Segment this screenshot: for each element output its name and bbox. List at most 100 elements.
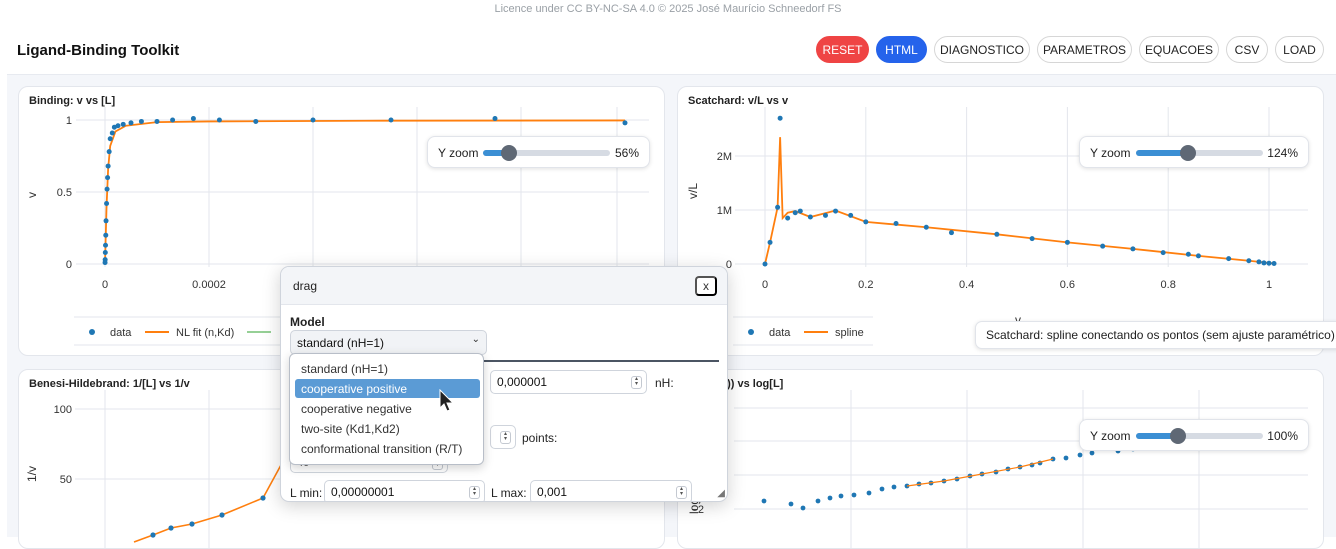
resize-handle-icon[interactable]: ◢: [717, 488, 725, 499]
hill-fit-line: [906, 458, 1054, 487]
scatchard-chart[interactable]: v/L 2M 1M 0 0 0.2 0.4 0.6 0.8 1 v data spline: [678, 87, 1324, 356]
hill-y-zoom-fill: [1136, 433, 1178, 439]
binding-y-zoom: Y zoom 56%: [427, 136, 650, 168]
scatchard-y-zoom-fill: [1136, 150, 1188, 156]
hill-chart[interactable]: log 4 2 0 −2: [678, 370, 1324, 549]
scatchard-data-point: [1064, 239, 1070, 245]
spinner-icon[interactable]: ▴▾: [469, 486, 480, 499]
binding-data-point: [102, 249, 108, 255]
lmin-field[interactable]: 0,00000001 ▴ ▾: [324, 480, 485, 501]
scatchard-data-point: [797, 208, 803, 214]
binding-data-point: [216, 117, 222, 123]
scatchard-data-point: [792, 210, 798, 216]
csv-button[interactable]: CSV: [1226, 36, 1268, 63]
dialog-titlebar[interactable]: drag x: [281, 267, 727, 305]
hill-ytick-neg2: −2: [691, 504, 704, 516]
hill-data-point: [827, 495, 833, 501]
licence-text: Licence under CC BY-NC-SA 4.0 © 2025 Jos…: [494, 3, 842, 15]
model-select[interactable]: standard (nH=1) ⌄: [290, 330, 487, 355]
lmax-field[interactable]: 0,001 ▴ ▾: [530, 480, 692, 501]
scatchard-data-point: [1256, 259, 1262, 265]
hill-data-point: [879, 486, 885, 492]
spinner-icon[interactable]: ▴▾: [500, 431, 511, 444]
benesi-fit-line: [133, 464, 282, 543]
binding-legend-data[interactable]: data: [110, 327, 132, 339]
binding-ytick-0-5: 0.5: [57, 187, 72, 199]
html-button[interactable]: HTML: [876, 36, 927, 63]
benesi-point: [189, 521, 195, 527]
diagnostico-button[interactable]: DIAGNOSTICO: [934, 36, 1030, 63]
binding-data-point: [120, 121, 126, 127]
scatchard-data-point: [1130, 246, 1136, 252]
binding-chart-title: Binding: v vs [L]: [29, 95, 116, 107]
scatchard-data-point: [893, 221, 899, 226]
hill-chart-card: (v/(n - v)) vs log[L] log 4 2 0 −2 Y zoo…: [677, 369, 1324, 549]
hill-data-point: [815, 498, 821, 504]
binding-data-point: [105, 175, 111, 181]
equacoes-button[interactable]: EQUACOES: [1139, 36, 1219, 63]
binding-legend-data-marker: [89, 329, 95, 335]
binding-legend-fit[interactable]: NL fit (n,Kd): [176, 327, 234, 339]
binding-data-point: [103, 218, 109, 224]
chevron-down-icon: ⌄: [471, 334, 480, 345]
hill-y-zoom-slider[interactable]: [1136, 428, 1263, 444]
binding-data-point: [138, 118, 144, 124]
hill-data-point: [800, 505, 806, 511]
scatchard-data-point: [807, 214, 813, 220]
model-option-cooperative-positive[interactable]: cooperative positive: [295, 379, 480, 398]
scatchard-data-point: [1100, 243, 1106, 249]
model-dropdown-list[interactable]: standard (nH=1) cooperative positive coo…: [289, 353, 484, 465]
lmin-label: L min:: [290, 486, 323, 500]
binding-chart[interactable]: v 1 0.5 0 0 0.0002 data NL fit (n,Kd): [19, 87, 665, 356]
spinner-icon[interactable]: ▴▾: [676, 486, 687, 499]
benesi-chart-title: Benesi-Hildebrand: 1/[L] vs 1/v: [29, 378, 190, 390]
binding-data-point: [102, 257, 108, 263]
mouse-cursor-icon: [439, 389, 455, 412]
load-button[interactable]: LOAD: [1275, 36, 1324, 63]
scatchard-ytick-2m: 2M: [717, 151, 732, 163]
binding-ylabel: v: [25, 192, 39, 198]
model-option-two-site[interactable]: two-site (Kd1,Kd2): [301, 421, 400, 436]
parametros-button[interactable]: PARAMETROS: [1037, 36, 1132, 63]
scatchard-y-zoom-knob[interactable]: [1180, 145, 1196, 161]
scatchard-data-point: [848, 212, 854, 218]
scatchard-ylabel: v/L: [686, 183, 700, 199]
binding-ytick-0: 0: [66, 259, 72, 271]
scatchard-xtick: 0: [762, 279, 768, 291]
binding-y-zoom-slider[interactable]: [483, 145, 610, 161]
spinner-icon[interactable]: ▴▾: [631, 376, 642, 389]
parameter-field-1[interactable]: 0,000001 ▴ ▾: [490, 370, 647, 394]
hill-y-zoom-knob[interactable]: [1170, 428, 1186, 444]
scatchard-chart-card: Scatchard: v/L vs v v/L 2M 1M 0 0 0.2 0.4 0…: [677, 86, 1324, 356]
scatchard-data-point: [775, 204, 781, 210]
scatchard-y-zoom-slider[interactable]: [1136, 145, 1263, 161]
reset-button[interactable]: RESET: [816, 36, 869, 63]
hill-data-point: [851, 492, 857, 498]
lmax-label: L max:: [491, 486, 527, 500]
dialog-close-button[interactable]: x: [695, 276, 717, 296]
benesi-point: [168, 525, 174, 531]
points-label: points:: [522, 431, 558, 445]
model-option-conformational-transition[interactable]: conformational transition (R/T): [301, 441, 463, 456]
nh-label: nH:: [655, 376, 674, 390]
scatchard-legend-spline[interactable]: spline: [835, 327, 864, 339]
scatchard-data-point: [1195, 253, 1201, 259]
binding-data-point: [103, 232, 109, 238]
field-2[interactable]: ▴ ▾: [490, 425, 516, 449]
model-select-value: standard (nH=1): [297, 335, 385, 350]
binding-y-zoom-knob[interactable]: [501, 145, 517, 161]
scatchard-data-point: [785, 215, 791, 221]
scatchard-ytick-1m: 1M: [717, 205, 732, 217]
scatchard-legend-data[interactable]: data: [769, 327, 791, 339]
binding-data-point: [154, 118, 160, 124]
binding-data-point: [190, 116, 196, 122]
scatchard-data-point: [822, 212, 828, 218]
app-title: Ligand-Binding Toolkit: [17, 42, 180, 59]
binding-data-point: [310, 117, 316, 123]
scatchard-y-zoom-label: Y zoom: [1090, 146, 1131, 160]
model-option-cooperative-negative[interactable]: cooperative negative: [301, 401, 412, 416]
dialog-divider: [290, 360, 719, 362]
model-option-standard[interactable]: standard (nH=1): [301, 361, 389, 376]
binding-data-point: [109, 130, 115, 136]
scatchard-legend-data-marker: [748, 329, 754, 335]
